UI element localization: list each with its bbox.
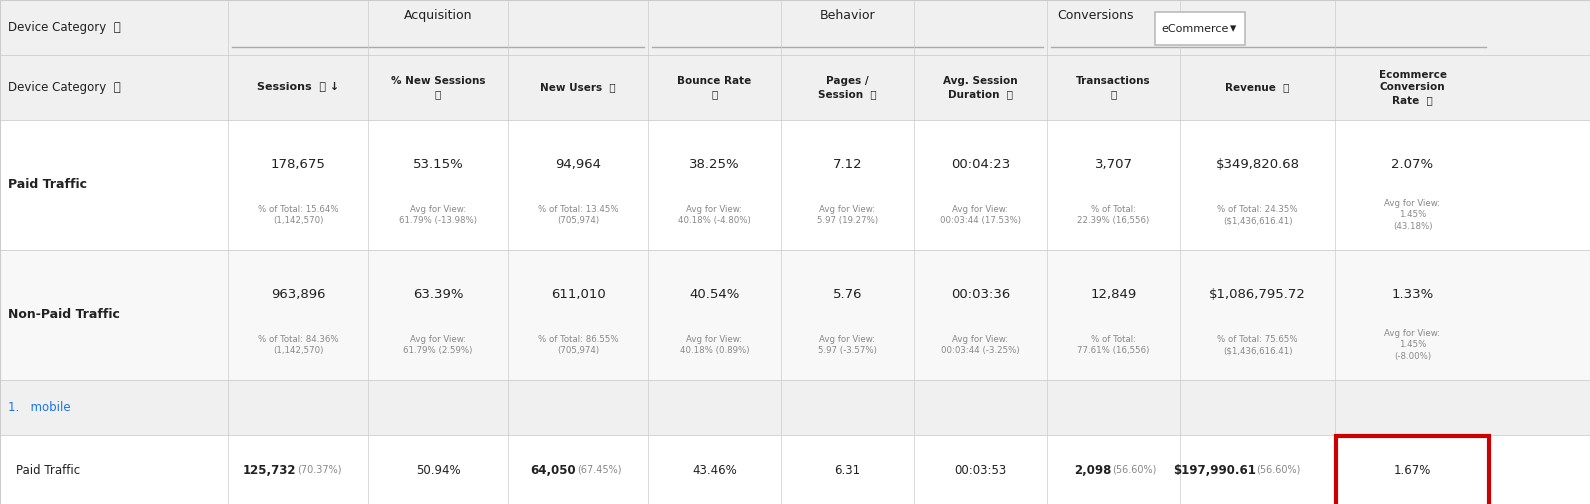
Text: Avg for View:
61.79% (2.59%): Avg for View: 61.79% (2.59%) <box>404 335 472 355</box>
Text: 43.46%: 43.46% <box>692 464 736 476</box>
Text: $1,086,795.72: $1,086,795.72 <box>1208 288 1305 301</box>
Bar <box>0 435 1590 504</box>
Text: 6.31: 6.31 <box>835 464 860 476</box>
Text: Non-Paid Traffic: Non-Paid Traffic <box>8 308 119 322</box>
Text: 1.   mobile: 1. mobile <box>8 401 70 414</box>
Bar <box>0 250 1590 380</box>
Text: 1.33%: 1.33% <box>1391 288 1434 301</box>
Text: (56.60%): (56.60%) <box>1256 465 1301 475</box>
Text: 1.67%: 1.67% <box>1394 464 1431 476</box>
Text: (70.37%): (70.37%) <box>297 465 342 475</box>
Text: 963,896: 963,896 <box>270 288 326 301</box>
Text: Avg. Session
Duration  ⓘ: Avg. Session Duration ⓘ <box>943 76 1018 99</box>
Text: 125,732: 125,732 <box>243 464 296 476</box>
Text: 12,849: 12,849 <box>1091 288 1137 301</box>
Text: 38.25%: 38.25% <box>688 158 739 171</box>
Text: Avg for View:
5.97 (19.27%): Avg for View: 5.97 (19.27%) <box>817 205 878 225</box>
Text: Avg for View:
00:03:44 (17.53%): Avg for View: 00:03:44 (17.53%) <box>940 205 1021 225</box>
Text: Avg for View:
40.18% (-4.80%): Avg for View: 40.18% (-4.80%) <box>677 205 750 225</box>
Text: 64,050: 64,050 <box>531 464 576 476</box>
Text: % of Total:
22.39% (16,556): % of Total: 22.39% (16,556) <box>1078 205 1150 225</box>
Text: 94,964: 94,964 <box>555 158 601 171</box>
Text: % of Total: 13.45%
(705,974): % of Total: 13.45% (705,974) <box>537 205 619 225</box>
Text: Avg for View:
1.45%
(43.18%): Avg for View: 1.45% (43.18%) <box>1385 199 1441 231</box>
Text: % of Total:
77.61% (16,556): % of Total: 77.61% (16,556) <box>1078 335 1150 355</box>
Text: 3,707: 3,707 <box>1094 158 1132 171</box>
Bar <box>1336 436 1488 504</box>
Text: 5.76: 5.76 <box>833 288 862 301</box>
Text: $349,820.68: $349,820.68 <box>1215 158 1299 171</box>
Text: Avg for View:
61.79% (-13.98%): Avg for View: 61.79% (-13.98%) <box>399 205 477 225</box>
Text: ▾: ▾ <box>1231 22 1235 35</box>
Text: % of Total: 24.35%
($1,436,616.41): % of Total: 24.35% ($1,436,616.41) <box>1218 205 1297 225</box>
Text: 00:03:53: 00:03:53 <box>954 464 1006 476</box>
Text: Device Category  ⓘ: Device Category ⓘ <box>8 21 121 34</box>
Text: 00:03:36: 00:03:36 <box>951 288 1010 301</box>
Bar <box>0 0 1590 55</box>
Bar <box>0 380 1590 435</box>
Text: 50.94%: 50.94% <box>415 464 461 476</box>
Text: % of Total: 84.36%
(1,142,570): % of Total: 84.36% (1,142,570) <box>258 335 339 355</box>
Text: (56.60%): (56.60%) <box>1113 465 1158 475</box>
Text: (67.45%): (67.45%) <box>577 465 622 475</box>
Text: New Users  ⓘ: New Users ⓘ <box>541 83 615 93</box>
Bar <box>0 55 1590 120</box>
Bar <box>0 120 1590 250</box>
Text: eCommerce: eCommerce <box>1161 24 1229 33</box>
Text: 178,675: 178,675 <box>270 158 326 171</box>
Text: Acquisition: Acquisition <box>404 9 472 22</box>
Text: $197,990.61: $197,990.61 <box>1172 464 1256 476</box>
Text: 63.39%: 63.39% <box>413 288 463 301</box>
Text: Behavior: Behavior <box>820 9 876 22</box>
Text: 2.07%: 2.07% <box>1391 158 1434 171</box>
Text: Pages /
Session  ⓘ: Pages / Session ⓘ <box>819 76 876 99</box>
Text: Device Category  ⓘ: Device Category ⓘ <box>8 81 121 94</box>
Text: % New Sessions
ⓘ: % New Sessions ⓘ <box>391 76 485 99</box>
Text: 40.54%: 40.54% <box>690 288 739 301</box>
Text: Paid Traffic: Paid Traffic <box>16 464 80 476</box>
Text: Avg for View:
40.18% (0.89%): Avg for View: 40.18% (0.89%) <box>681 335 749 355</box>
Text: Revenue  ⓘ: Revenue ⓘ <box>1226 83 1289 93</box>
Text: 7.12: 7.12 <box>833 158 862 171</box>
Text: Paid Traffic: Paid Traffic <box>8 178 87 192</box>
Text: Conversions: Conversions <box>1057 9 1134 22</box>
Text: Avg for View:
1.45%
(-8.00%): Avg for View: 1.45% (-8.00%) <box>1385 329 1441 361</box>
Text: 00:04:23: 00:04:23 <box>951 158 1010 171</box>
Text: Transactions
ⓘ: Transactions ⓘ <box>1076 76 1151 99</box>
Text: Ecommerce
Conversion
Rate  ⓘ: Ecommerce Conversion Rate ⓘ <box>1379 70 1447 105</box>
Text: Avg for View:
5.97 (-3.57%): Avg for View: 5.97 (-3.57%) <box>819 335 878 355</box>
Text: 53.15%: 53.15% <box>413 158 463 171</box>
Text: Bounce Rate
ⓘ: Bounce Rate ⓘ <box>677 76 752 99</box>
Bar <box>1154 12 1245 45</box>
Text: % of Total: 86.55%
(705,974): % of Total: 86.55% (705,974) <box>537 335 619 355</box>
Text: Avg for View:
00:03:44 (-3.25%): Avg for View: 00:03:44 (-3.25%) <box>941 335 1019 355</box>
Text: 2,098: 2,098 <box>1075 464 1111 476</box>
Text: Sessions  ⓘ ↓: Sessions ⓘ ↓ <box>258 83 339 93</box>
Text: % of Total: 75.65%
($1,436,616.41): % of Total: 75.65% ($1,436,616.41) <box>1218 335 1297 355</box>
Text: % of Total: 15.64%
(1,142,570): % of Total: 15.64% (1,142,570) <box>258 205 339 225</box>
Text: 611,010: 611,010 <box>550 288 606 301</box>
